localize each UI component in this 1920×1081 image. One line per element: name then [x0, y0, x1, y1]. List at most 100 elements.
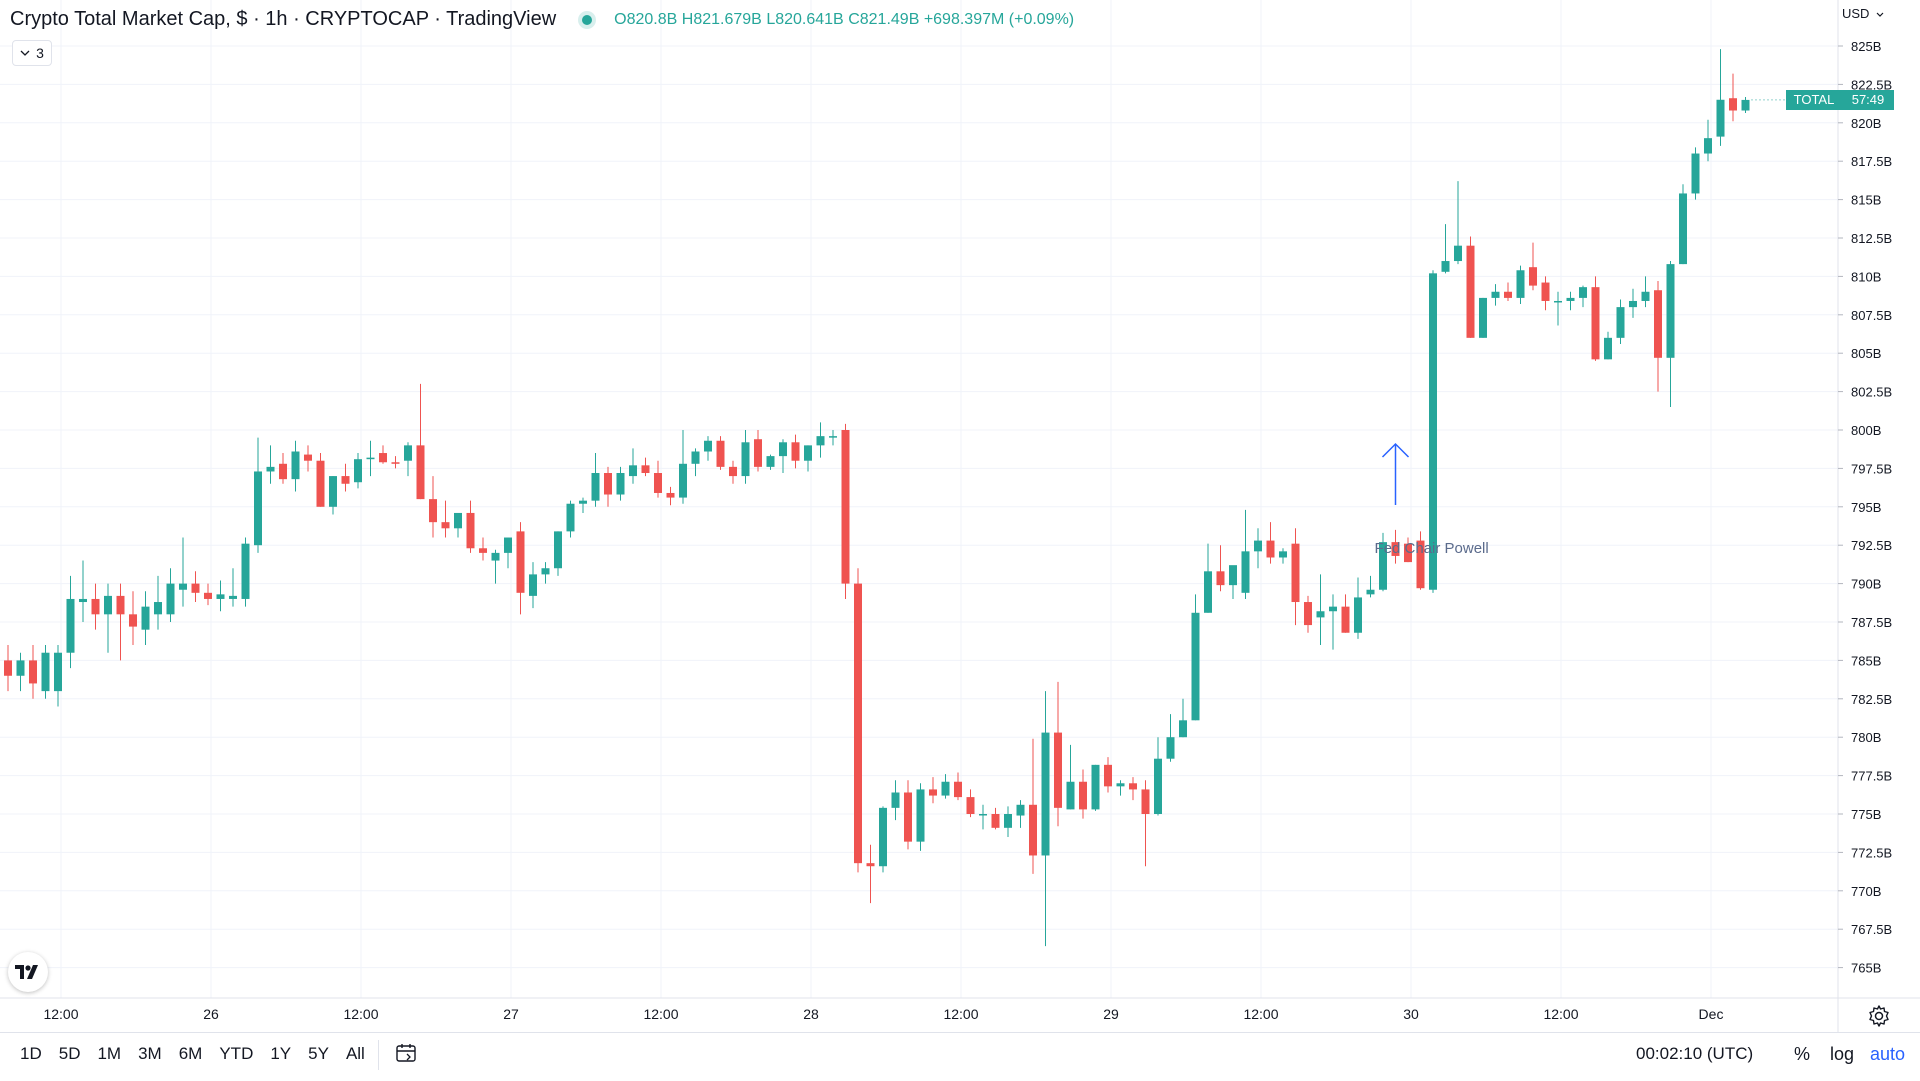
- candle-down: [729, 466, 737, 477]
- tradingview-logo-icon[interactable]: [8, 952, 48, 992]
- candle-up: [691, 451, 700, 464]
- candle-up: [1241, 551, 1250, 593]
- symbol-title[interactable]: Crypto Total Market Cap, $ · 1h · CRYPTO…: [10, 8, 557, 30]
- price-tick-label[interactable]: 787.5B: [1851, 615, 1892, 630]
- annotation-text[interactable]: Fed Chair Powell: [1374, 540, 1489, 557]
- candle-up: [1579, 287, 1587, 298]
- time-tick-label[interactable]: 12:00: [1543, 1006, 1578, 1022]
- price-tick-label[interactable]: 770B: [1851, 884, 1881, 899]
- price-tick-label[interactable]: 785B: [1851, 653, 1881, 668]
- market-open-dot-icon: [582, 14, 593, 25]
- price-axis[interactable]: 825B 822.5B 820B 817.5B 815B 812.5B 810B 807.5B…: [1837, 0, 1892, 1032]
- candle-down: [316, 460, 325, 507]
- candle-up: [579, 500, 587, 504]
- range-tab-5y[interactable]: 5Y: [308, 1044, 329, 1063]
- candle-down: [191, 583, 200, 593]
- price-tick-label[interactable]: 817.5B: [1851, 154, 1892, 169]
- time-tick-label[interactable]: 27: [503, 1006, 519, 1022]
- date-range-tabs: 1D 5D 1M 3M 6M YTD 1Y 5Y All: [20, 1044, 365, 1064]
- range-tab-1d[interactable]: 1D: [20, 1044, 42, 1063]
- price-tick-label[interactable]: 782.5B: [1851, 692, 1892, 707]
- range-tab-3m[interactable]: 3M: [138, 1044, 162, 1063]
- price-tick-label[interactable]: 790B: [1851, 577, 1881, 592]
- price-tick-label[interactable]: 825B: [1851, 39, 1881, 54]
- candle-up: [1716, 99, 1725, 137]
- candle-up: [741, 442, 750, 477]
- price-tick-label[interactable]: 792.5B: [1851, 538, 1892, 553]
- range-tab-6m[interactable]: 6M: [178, 1044, 203, 1063]
- candle-down: [1466, 245, 1475, 338]
- candle-up: [141, 606, 150, 630]
- price-tick-label[interactable]: 802.5B: [1851, 385, 1892, 400]
- candle-up: [879, 807, 887, 867]
- candle-up: [1679, 193, 1687, 265]
- candle-up: [329, 476, 337, 507]
- open-key: O: [614, 10, 627, 28]
- price-tick-label[interactable]: 800B: [1851, 423, 1881, 438]
- time-tick-label[interactable]: 28: [803, 1006, 819, 1022]
- time-tick-label[interactable]: 30: [1403, 1006, 1419, 1022]
- gear-icon[interactable]: [1867, 1004, 1891, 1028]
- candle-down: [1079, 781, 1087, 810]
- price-tick-label[interactable]: 767.5B: [1851, 922, 1892, 937]
- calendar-icon[interactable]: [396, 1044, 416, 1062]
- range-tab-1m[interactable]: 1M: [97, 1044, 122, 1063]
- candle-down: [4, 660, 12, 676]
- time-tick-label[interactable]: Dec: [1699, 1006, 1724, 1022]
- time-tick-label[interactable]: 29: [1103, 1006, 1119, 1022]
- price-tick-label[interactable]: 777.5B: [1851, 769, 1892, 784]
- time-tick-label[interactable]: 26: [203, 1006, 219, 1022]
- price-tick-label[interactable]: 820B: [1851, 116, 1881, 131]
- indicator-collapse-button[interactable]: 3: [12, 40, 52, 66]
- percent-scale-toggle[interactable]: %: [1794, 1044, 1811, 1064]
- price-tick-label[interactable]: 822.5B: [1851, 77, 1892, 92]
- range-tab-1y[interactable]: 1Y: [270, 1044, 292, 1063]
- price-tick-label[interactable]: 805B: [1851, 346, 1881, 361]
- time-tick-label[interactable]: 12:00: [943, 1006, 978, 1022]
- candle-up: [629, 465, 637, 477]
- time-tick-label[interactable]: 12:00: [343, 1006, 378, 1022]
- candle-up: [1004, 814, 1012, 828]
- annotation-arrow: [1381, 442, 1410, 505]
- candle-down: [304, 454, 312, 461]
- candle-up: [1429, 273, 1437, 590]
- candle-up: [1666, 264, 1675, 358]
- auto-scale-toggle[interactable]: auto: [1870, 1044, 1906, 1064]
- candle-up: [829, 436, 837, 438]
- price-tick-label[interactable]: 775B: [1851, 807, 1881, 822]
- range-tab-5d[interactable]: 5D: [58, 1044, 81, 1063]
- utc-clock[interactable]: 00:02:10 (UTC): [1636, 1044, 1754, 1063]
- time-axis[interactable]: 12:00 26 12:00 27 12:00 28 12:00 29 12:00 30 12:00…: [0, 997, 1920, 1022]
- time-tick-label[interactable]: 12:00: [1243, 1006, 1278, 1022]
- close-key: C: [848, 10, 860, 28]
- price-tick-label[interactable]: 780B: [1851, 730, 1881, 745]
- log-scale-toggle[interactable]: log: [1830, 1044, 1855, 1064]
- price-tick-label[interactable]: 807.5B: [1851, 308, 1892, 323]
- price-tick-label[interactable]: 810B: [1851, 269, 1881, 284]
- candle-up: [266, 466, 275, 472]
- candle-up: [1629, 300, 1637, 308]
- toolbar-divider: [378, 1040, 379, 1070]
- range-tab-ytd[interactable]: YTD: [219, 1044, 254, 1063]
- price-tick-label[interactable]: 795B: [1851, 500, 1881, 515]
- candle-down: [1416, 540, 1425, 589]
- range-tab-all[interactable]: All: [345, 1044, 365, 1063]
- candle-up: [104, 595, 112, 615]
- candle-up: [254, 471, 262, 546]
- low-key: L: [766, 10, 776, 28]
- price-tick-label[interactable]: 772.5B: [1851, 845, 1892, 860]
- price-tick-label[interactable]: 797.5B: [1851, 461, 1892, 476]
- candle-up: [179, 583, 187, 590]
- candle-down: [116, 595, 125, 615]
- time-tick-label[interactable]: 12:00: [643, 1006, 678, 1022]
- candle-down: [1304, 602, 1312, 626]
- time-tick-label[interactable]: 12:00: [43, 1006, 78, 1022]
- candle-down: [1291, 543, 1300, 603]
- price-tick-label[interactable]: 815B: [1851, 193, 1881, 208]
- candle-down: [1216, 571, 1225, 586]
- currency-selector[interactable]: USD: [1842, 6, 1884, 21]
- price-tick-label[interactable]: 765B: [1851, 961, 1881, 976]
- candle-down: [666, 492, 675, 498]
- price-tick-label[interactable]: 812.5B: [1851, 231, 1892, 246]
